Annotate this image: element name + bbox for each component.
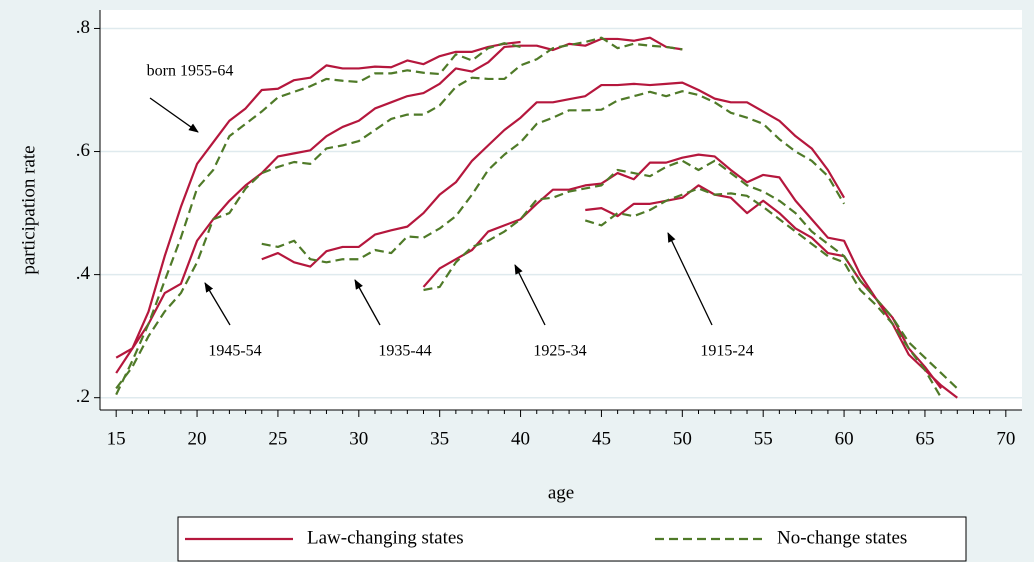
series-line xyxy=(423,159,959,390)
y-tick-label: .6 xyxy=(76,140,90,161)
annotation: born 1955-64 xyxy=(147,63,234,80)
y-tick-label: .2 xyxy=(76,386,90,407)
annotation-arrow xyxy=(149,97,199,133)
annotation-arrow xyxy=(667,232,713,326)
annotation: 1925-34 xyxy=(533,343,586,360)
x-tick-label: 70 xyxy=(996,428,1015,449)
annotation-arrow xyxy=(354,279,381,326)
x-tick-label: 45 xyxy=(592,428,611,449)
legend-box xyxy=(177,516,967,562)
y-tick-label: .8 xyxy=(76,17,90,38)
series-line xyxy=(261,81,846,268)
y-axis-label: participation rate xyxy=(18,145,39,274)
x-tick-label: 15 xyxy=(107,428,126,449)
y-tick-label: .4 xyxy=(76,263,91,284)
plot-area xyxy=(100,10,1022,410)
annotation: 1945-54 xyxy=(208,343,261,360)
series-line xyxy=(115,42,521,396)
x-tick-label: 20 xyxy=(188,428,207,449)
series-line xyxy=(115,40,521,374)
legend-label: Law-changing states xyxy=(307,527,464,548)
annotation-arrow xyxy=(204,282,231,326)
annotation: 1915-24 xyxy=(700,343,753,360)
series-line xyxy=(585,184,942,390)
annotation-arrow xyxy=(514,264,546,326)
x-tick-label: 30 xyxy=(349,428,368,449)
x-tick-label: 35 xyxy=(430,428,449,449)
x-tick-label: 40 xyxy=(511,428,530,449)
series-line xyxy=(115,36,683,359)
annotation: 1935-44 xyxy=(378,343,431,360)
x-tick-label: 55 xyxy=(754,428,773,449)
x-tick-label: 25 xyxy=(268,428,287,449)
x-axis-label: age xyxy=(548,482,574,503)
series-line xyxy=(261,90,846,264)
series-line xyxy=(422,153,958,399)
x-tick-label: 65 xyxy=(915,428,934,449)
series-line xyxy=(584,187,943,399)
x-tick-label: 50 xyxy=(673,428,692,449)
legend-label: No-change states xyxy=(777,527,907,548)
x-tick-label: 60 xyxy=(835,428,854,449)
series-line xyxy=(115,36,683,390)
